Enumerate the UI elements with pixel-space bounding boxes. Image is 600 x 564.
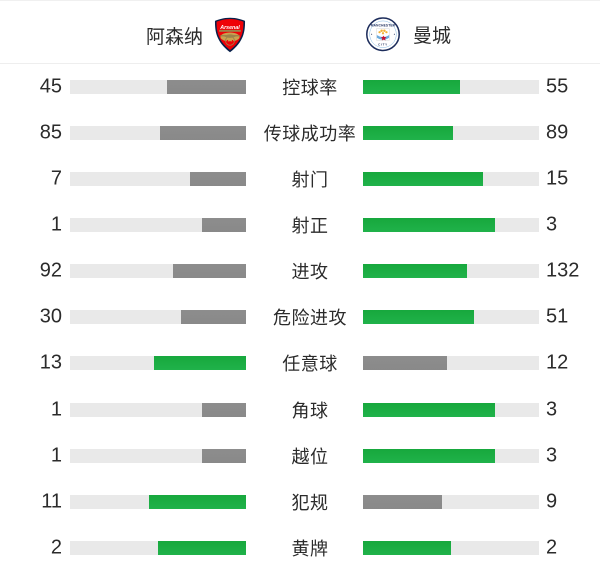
svg-text:CITY: CITY bbox=[378, 43, 388, 47]
svg-text:MANCHESTER: MANCHESTER bbox=[371, 24, 396, 28]
